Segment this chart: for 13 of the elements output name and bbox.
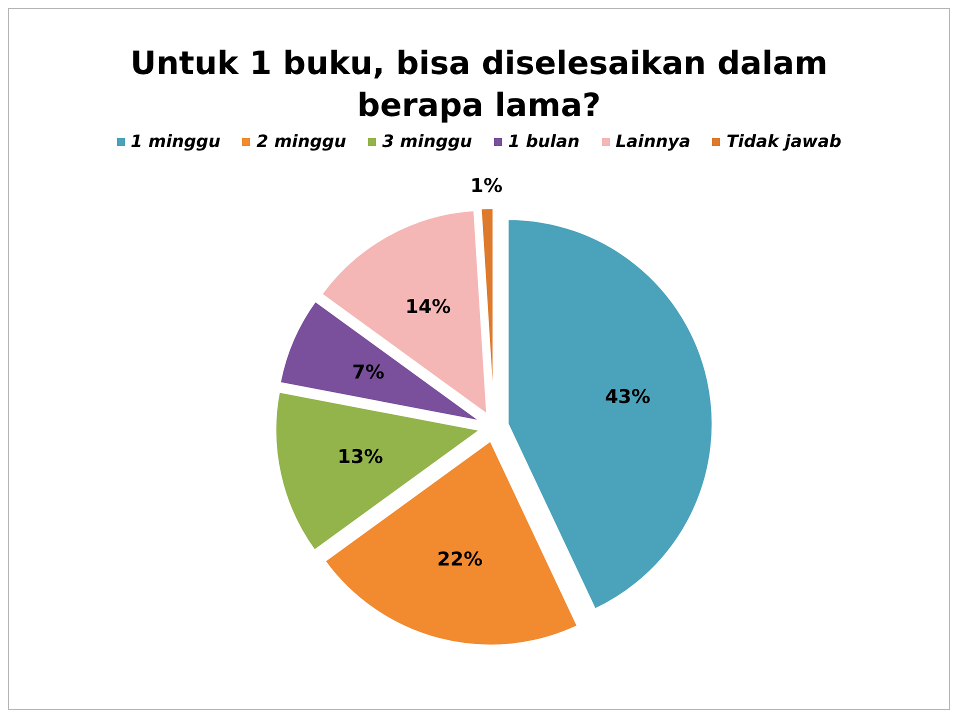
data-label: 43%	[604, 386, 650, 408]
legend-label: 1 bulan	[507, 132, 580, 152]
chart-title: Untuk 1 buku, bisa diselesaikan dalam berapa lama?	[129, 43, 829, 126]
legend-label: 1 minggu	[130, 132, 220, 152]
data-label: 1%	[470, 175, 503, 198]
data-label: 13%	[338, 446, 384, 468]
legend-label: 2 minggu	[255, 132, 346, 152]
legend-label: Lainnya	[614, 132, 690, 152]
data-label: 7%	[352, 362, 384, 384]
data-label: 14%	[405, 296, 451, 318]
legend-label: 3 minggu	[381, 132, 472, 152]
legend-label: Tidak jawab	[725, 132, 842, 152]
data-label: 22%	[437, 548, 483, 571]
